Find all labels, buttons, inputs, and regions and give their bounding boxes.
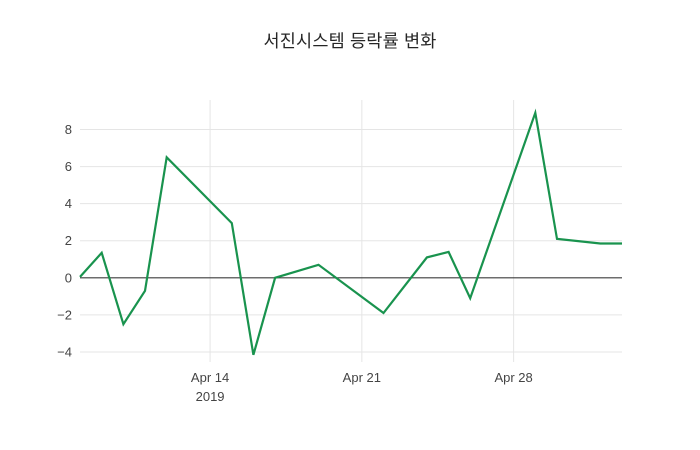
y-tick-label: 0 [65, 270, 72, 285]
y-tick-label: 2 [65, 233, 72, 248]
y-tick-label: −4 [57, 344, 72, 359]
x-tick-year-label: 2019 [196, 389, 225, 404]
chart-title: 서진시스템 등락률 변화 [263, 31, 437, 51]
y-tick-label: 6 [65, 159, 72, 174]
y-tick-label: 8 [65, 122, 72, 137]
x-tick-label: Apr 14 [191, 370, 229, 385]
y-tick-label: 4 [65, 196, 72, 211]
x-tick-label: Apr 28 [494, 370, 532, 385]
x-tick-label: Apr 21 [343, 370, 381, 385]
y-tick-label: −2 [57, 307, 72, 322]
price-change-line-series[interactable] [79, 108, 622, 356]
